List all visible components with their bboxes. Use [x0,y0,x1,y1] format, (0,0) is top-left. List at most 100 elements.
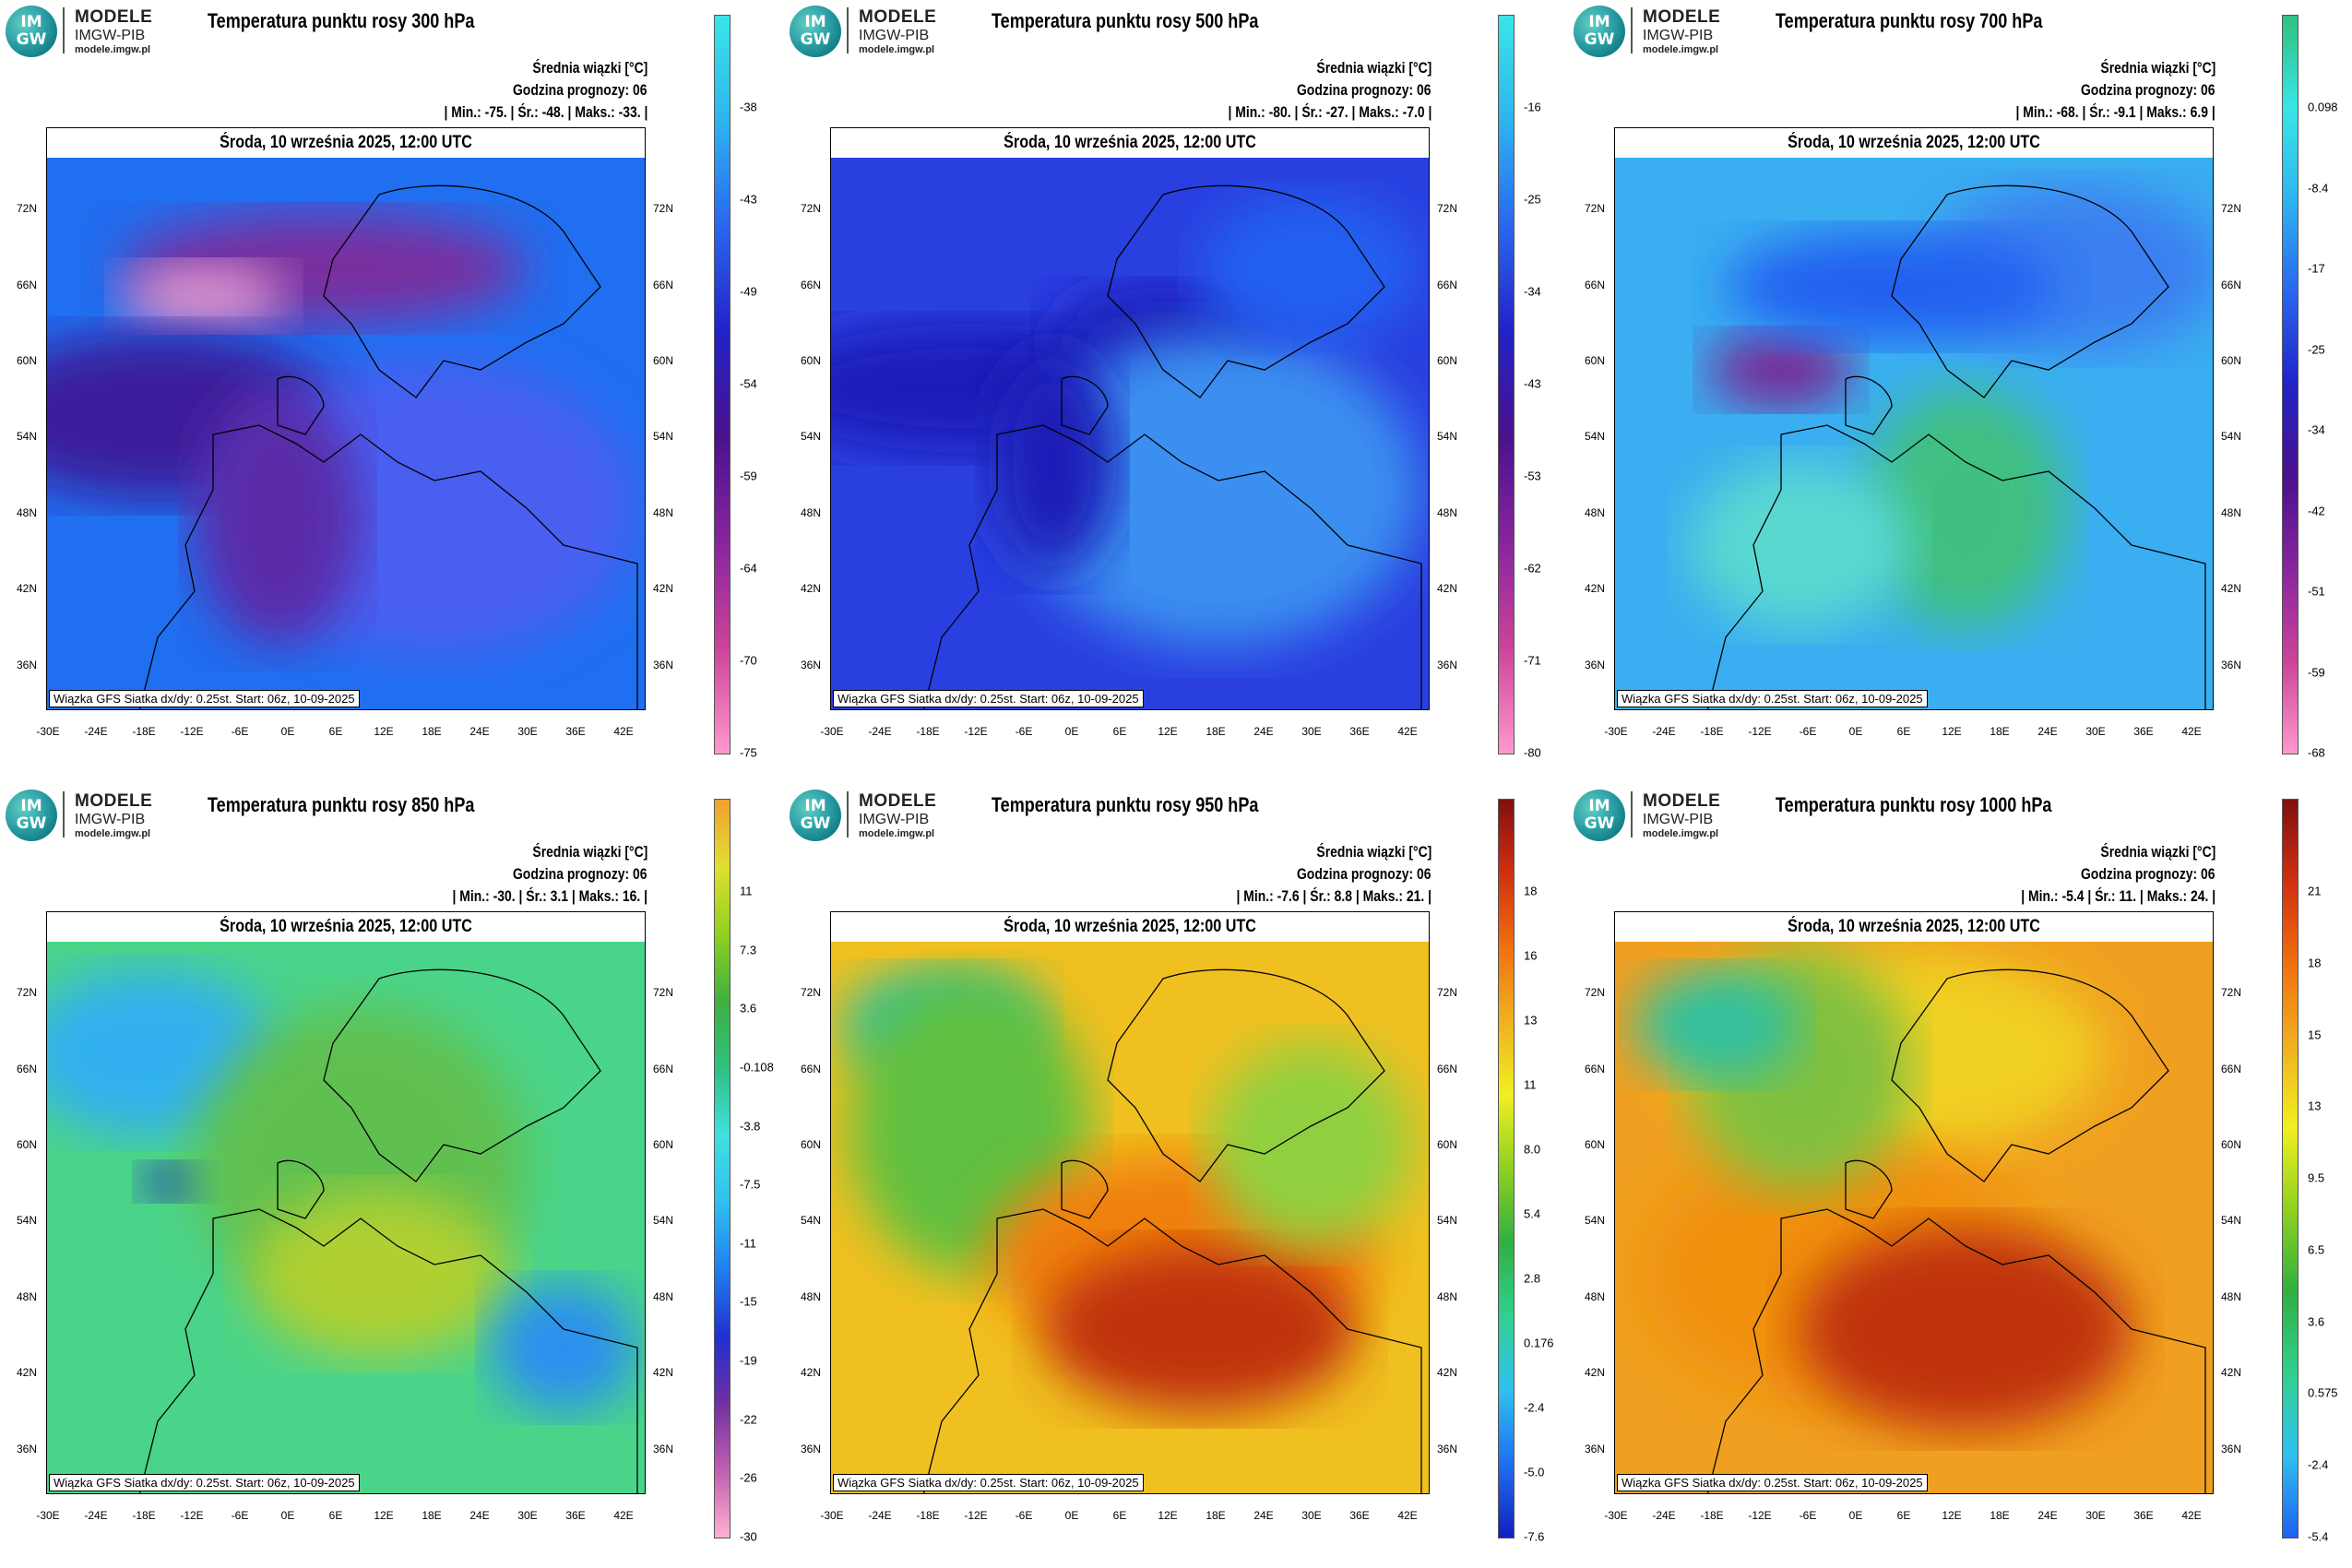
map-frame: Środa, 10 września 2025, 12:00 UTC Wiązka… [830,127,1430,710]
lat-tick-label: 66N [653,279,674,291]
colorbar-tick-label: 11 [740,884,753,898]
heatmap-svg [1633,951,2206,1493]
lon-tick-label: 42E [2181,1509,2202,1522]
lon-tick-label: -24E [1652,725,1676,738]
coastline [922,184,1422,709]
lon-tick-label: 12E [374,725,394,738]
lat-tick-label: 54N [17,430,38,443]
colorbar-tick-label: 5.4 [1524,1206,1541,1221]
stats-line: | Min.: -30. | Śr.: 3.1 | Maks.: 16. | [452,887,647,905]
model-footer: Wiązka GFS Siatka dx/dy: 0.25st. Start: … [1617,690,1928,707]
lon-tick-label: 0E [280,1509,295,1522]
field-region [250,1191,508,1357]
colorbar-tick-label: -7.5 [740,1177,761,1192]
lon-tick-label: 18E [1990,1509,2010,1522]
colorbar-tick-label: 11 [1524,1077,1537,1092]
lat-tick-label: 54N [1585,430,1606,443]
heatmap-svg [831,184,1422,709]
logo-divider [63,791,65,837]
colorbar [2282,15,2299,754]
field-region [490,1283,637,1412]
colorbar-tick-label: -51 [2308,584,2325,599]
lat-tick-label: 42N [801,1366,822,1379]
lon-tick-label: 12E [1942,725,1962,738]
lat-tick-label: 42N [653,1366,674,1379]
lat-tick-label: 60N [653,1138,674,1151]
lon-tick-label: 24E [2037,725,2058,738]
lat-tick-label: 72N [653,202,674,215]
forecast-hour: Godzina prognozy: 06 [1297,865,1431,883]
field-region [1200,195,1421,342]
lon-tick-label: -24E [84,1509,108,1522]
lat-tick-label: 36N [801,1443,822,1455]
lon-tick-label: 36E [565,1509,586,1522]
stats-line: | Min.: -80. | Śr.: -27. | Maks.: -7.0 | [1228,103,1431,121]
forecast-hour: Godzina prognozy: 06 [513,81,647,99]
colorbar-tick-label: -25 [1524,192,1541,207]
logo-globe-text: GW [800,814,831,833]
imgw-logo: IM GW MODELE IMGW-PIB modele.imgw.pl [1574,790,1735,843]
lat-tick-label: 54N [1437,1214,1458,1227]
forecast-date: Środa, 10 września 2025, 12:00 UTC [1004,917,1256,936]
lat-tick-label: 48N [2221,506,2242,519]
globe-icon: IM GW [6,790,57,841]
lon-tick-label: 24E [469,1509,490,1522]
forecast-date: Środa, 10 września 2025, 12:00 UTC [1004,133,1256,152]
colorbar-tick-label: 0.098 [2308,100,2338,114]
lon-tick-label: 42E [613,725,634,738]
map-date-header: Środa, 10 września 2025, 12:00 UTC [831,912,1429,943]
lon-tick-label: 36E [565,725,586,738]
field-region [195,388,361,647]
logo-line1: MODELE [859,791,937,811]
logo-line2: IMGW-PIB [859,812,930,827]
forecast-date: Środa, 10 września 2025, 12:00 UTC [220,133,472,152]
lon-tick-label: -12E [180,725,204,738]
logo-line1: MODELE [1643,7,1721,27]
lon-tick-label: -24E [868,725,892,738]
heatmap-svg [47,184,638,709]
lat-tick-label: 42N [2221,582,2242,595]
lon-tick-label: 18E [1206,1509,1226,1522]
lat-tick-label: 72N [2221,202,2242,215]
stats-line: | Min.: -7.6 | Śr.: 8.8 | Maks.: 21. | [1236,887,1431,905]
logo-url: modele.imgw.pl [1643,828,1719,839]
coastline [138,184,638,709]
colorbar-tick-label: -34 [2308,422,2325,437]
lat-tick-label: 60N [2221,354,2242,367]
lat-tick-label: 48N [1585,506,1606,519]
lon-tick-label: -30E [36,1509,60,1522]
lat-tick-label: 48N [801,506,822,519]
forecast-hour: Godzina prognozy: 06 [2081,865,2215,883]
lat-tick-label: 42N [1437,1366,1458,1379]
colorbar-tick-label: -16 [1524,100,1541,114]
lat-tick-label: 42N [17,1366,38,1379]
lon-tick-label: -18E [132,1509,156,1522]
dewpoint-field: Wiązka GFS Siatka dx/dy: 0.25st. Start: … [1615,942,2213,1493]
lon-tick-label: 18E [1990,725,2010,738]
lon-tick-label: 30E [517,1509,538,1522]
map-date-header: Środa, 10 września 2025, 12:00 UTC [47,128,645,159]
logo-line1: MODELE [1643,791,1721,811]
lon-tick-label: -12E [1748,1509,1772,1522]
lat-tick-label: 42N [2221,1366,2242,1379]
map-date-header: Środa, 10 września 2025, 12:00 UTC [1615,912,2213,943]
stats-line: | Min.: -68. | Śr.: -9.1 | Maks.: 6.9 | [2015,103,2215,121]
logo-line2: IMGW-PIB [859,28,930,43]
field-region [1800,1228,2132,1431]
lat-tick-label: 66N [17,279,38,291]
lon-tick-label: 6E [328,1509,343,1522]
lat-tick-label: 60N [2221,1138,2242,1151]
lon-tick-label: -6E [231,725,249,738]
logo-globe-text: GW [16,814,47,833]
field-region [988,351,1117,573]
lon-tick-label: 6E [328,725,343,738]
lat-tick-label: 42N [1585,1366,1606,1379]
lat-tick-label: 60N [1437,1138,1458,1151]
lat-tick-label: 60N [17,1138,38,1151]
lon-tick-label: -24E [84,725,108,738]
chart-panel: IM GW MODELE IMGW-PIB modele.imgw.pl Temperat… [0,0,784,784]
lat-tick-label: 48N [1437,1290,1458,1303]
colorbar-tick-label: 21 [2308,884,2322,898]
stats-heading: Średnia wiązki [°C] [532,59,647,77]
lat-tick-label: 36N [2221,659,2242,671]
